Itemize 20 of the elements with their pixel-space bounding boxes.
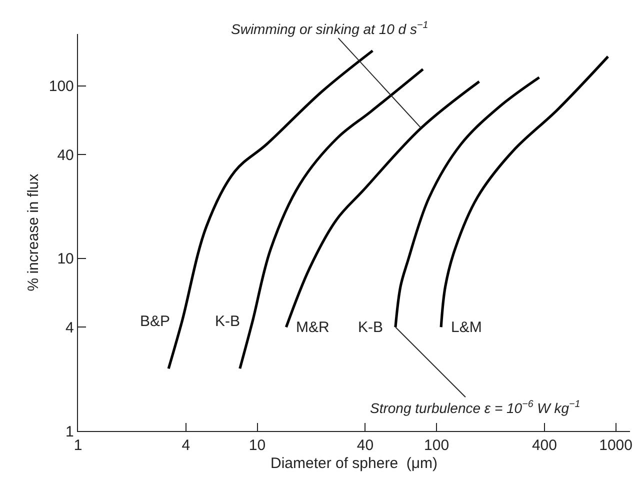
annotation: Swimming or sinking at 10 d s$^{−1}$ <box>231 20 428 37</box>
series-label: B&P <box>140 313 170 330</box>
y-tick-label: 1 <box>66 423 74 440</box>
x-axis-title: Diameter of sphere (μm) <box>270 455 438 472</box>
y-tick-label: 4 <box>66 319 74 336</box>
y-tick-label: 100 <box>48 78 74 96</box>
y-tick-label: 40 <box>57 146 74 164</box>
x-tick-label: 10 <box>248 437 266 454</box>
series-label: K-B <box>215 313 240 330</box>
x-tick-label: 40 <box>356 437 374 454</box>
y-tick-label: 10 <box>57 250 74 268</box>
annotation: Strong turbulence ε = 10$^{−6}$ W kg$^{−1}$ <box>370 399 580 416</box>
y-axis-title: % increase in flux <box>25 173 42 292</box>
x-tick-label: 400 <box>532 437 557 454</box>
series-label: K-B <box>358 319 384 336</box>
x-tick-label: 100 <box>424 437 450 454</box>
x-tick-label: 4 <box>182 437 190 454</box>
series-label: L&M <box>451 319 482 336</box>
x-tick-label: 1000 <box>599 437 632 454</box>
series-label: M&R <box>296 319 330 336</box>
